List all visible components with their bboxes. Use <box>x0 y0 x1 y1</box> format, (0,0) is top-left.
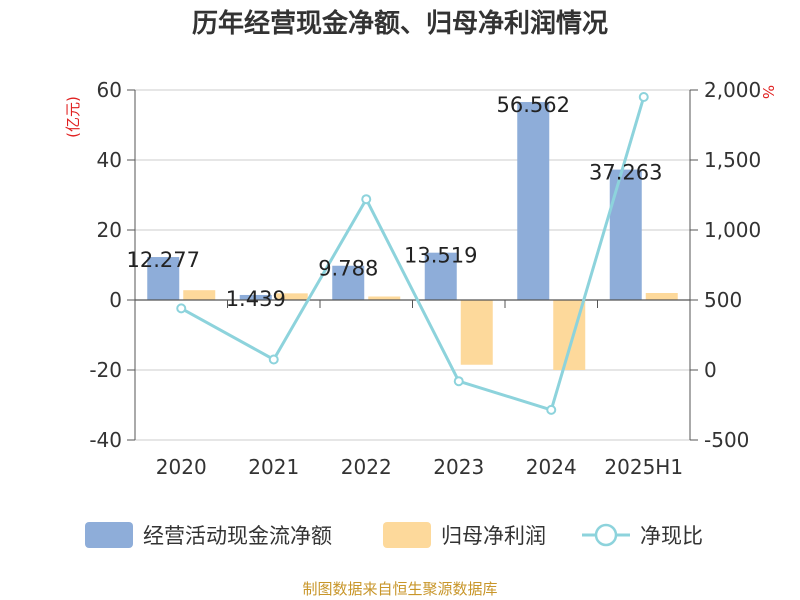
right-tick-label: 0 <box>704 358 717 382</box>
net-profit-bar <box>368 296 401 300</box>
legend-item-cashflow[interactable]: 经营活动现金流净额 <box>85 522 332 548</box>
legend-label-ratio: 净现比 <box>640 524 703 548</box>
cashflow-data-label: 37.263 <box>589 161 662 185</box>
category-label: 2022 <box>341 455 392 479</box>
net-profit-bar <box>275 293 308 300</box>
ratio-line <box>176 92 649 415</box>
ratio-point <box>361 194 372 205</box>
right-tick-label: 500 <box>704 288 742 312</box>
ratio-point <box>546 404 557 415</box>
cashflow-bar <box>239 294 272 300</box>
right-tick-label: -500 <box>704 428 749 452</box>
cashflow-data-label: 56.562 <box>497 93 570 117</box>
left-tick-label: 20 <box>97 218 122 242</box>
grid <box>135 89 690 441</box>
legend-item-ratio[interactable]: 净现比 <box>582 523 703 548</box>
ratio-point <box>176 303 187 314</box>
left-tick-label: 40 <box>97 148 122 172</box>
category-label: 2020 <box>156 455 207 479</box>
right-tick-label: 2,000 <box>704 78 761 102</box>
net-profit-bar <box>460 300 493 365</box>
left-axis-unit: (亿元) <box>64 96 82 138</box>
legend-swatch-net-profit <box>383 522 431 548</box>
ratio-point <box>453 376 464 387</box>
category-label: 2021 <box>248 455 299 479</box>
cashflow-bar <box>424 252 457 300</box>
ratio-line-path <box>180 96 646 412</box>
data-labels: 12.277 1.439 9.788 13.519 56.562 37.263 <box>127 93 663 311</box>
right-tick-label: 1,500 <box>704 148 761 172</box>
legend-marker-ratio <box>594 523 618 547</box>
cashflow-bar <box>517 102 550 301</box>
legend-label-cashflow: 经营活动现金流净额 <box>143 524 332 548</box>
legend-swatch-cashflow <box>85 522 133 548</box>
bars <box>147 102 678 370</box>
left-tick-label: -40 <box>89 428 122 452</box>
ratio-point <box>638 92 649 102</box>
legend-label-net-profit: 归母净利润 <box>441 524 546 548</box>
chart-title: 历年经营现金净额、归母净利润情况 <box>192 8 608 39</box>
net-profit-bar <box>645 293 678 300</box>
cashflow-data-label: 1.439 <box>226 287 286 311</box>
ratio-point <box>268 354 279 365</box>
cashflow-data-label: 13.519 <box>404 244 477 268</box>
category-label: 2023 <box>433 455 484 479</box>
legend-item-net-profit[interactable]: 归母净利润 <box>383 522 546 548</box>
left-tick-label: 0 <box>109 288 122 312</box>
left-tick-label: -20 <box>89 358 122 382</box>
cashflow-data-label: 9.788 <box>318 257 378 281</box>
legend: 经营活动现金流净额 归母净利润 净现比 <box>85 522 703 548</box>
cashflow-bar <box>609 169 642 300</box>
axes: -40 -20 0 20 40 60 -500 0 500 1,000 1,500 2,000 2020… <box>89 78 761 479</box>
cashflow-data-label: 12.277 <box>127 248 200 272</box>
cashflow-bar <box>147 257 180 300</box>
source-note: 制图数据来自恒生聚源数据库 <box>302 580 497 598</box>
net-profit-bar <box>183 290 216 300</box>
right-tick-label: 1,000 <box>704 218 761 242</box>
cashflow-bar <box>332 265 365 300</box>
category-label: 2025H1 <box>604 455 683 479</box>
category-label: 2024 <box>526 455 577 479</box>
left-tick-label: 60 <box>97 78 122 102</box>
right-axis-unit: % <box>759 85 777 99</box>
